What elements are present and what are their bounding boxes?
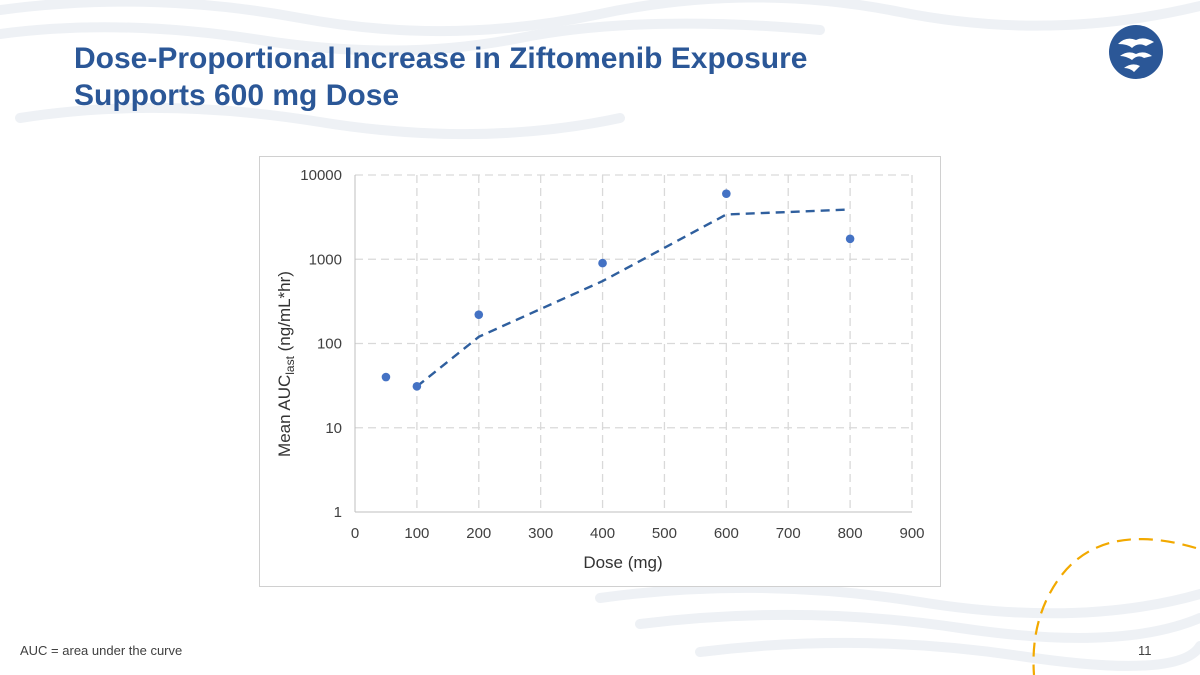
accent-arc xyxy=(1032,538,1197,675)
x-tick-label: 800 xyxy=(838,525,863,542)
x-tick-label: 300 xyxy=(528,525,553,542)
y-tick-label: 10 xyxy=(325,420,342,437)
y-tick-labels: 1 10 100 1000 10000 xyxy=(300,167,342,521)
x-tick-label: 400 xyxy=(590,525,615,542)
x-tick-label: 500 xyxy=(652,525,677,542)
x-tick-label: 100 xyxy=(404,525,429,542)
data-point xyxy=(722,189,731,198)
data-point xyxy=(381,372,391,382)
y-axis-label-main: Mean AUC xyxy=(275,375,294,457)
x-tick-label: 200 xyxy=(466,525,491,542)
y-tick-label: 100 xyxy=(317,336,342,353)
data-point xyxy=(598,258,607,268)
footnote: AUC = area under the curve xyxy=(20,643,183,658)
trendline xyxy=(416,208,851,388)
y-axis-label: Mean AUClast (ng/mL*hr) xyxy=(275,271,297,457)
x-tick-label: 600 xyxy=(714,525,739,542)
x-tick-label: 0 xyxy=(351,525,359,542)
trendline-group xyxy=(416,208,851,388)
data-point xyxy=(474,310,484,319)
y-axis-label-suffix: (ng/mL*hr) xyxy=(275,271,294,356)
x-tick-label: 700 xyxy=(776,525,801,542)
data-points xyxy=(381,189,855,391)
y-tick-label: 1 xyxy=(334,504,342,521)
x-axis-label: Dose (mg) xyxy=(583,553,662,572)
y-axis-label-subscript: last xyxy=(283,355,297,374)
page-number: 11 xyxy=(1138,643,1152,658)
y-tick-label: 1000 xyxy=(309,251,342,268)
slide-title: Dose-Proportional Increase in Ziftomenib… xyxy=(74,40,974,114)
x-tick-label: 900 xyxy=(899,525,924,542)
x-tick-labels: 0 100 200 300 400 500 600 700 800 900 xyxy=(351,525,925,542)
title-line-1: Dose-Proportional Increase in Ziftomenib… xyxy=(74,42,808,75)
data-point xyxy=(845,234,855,244)
gridlines xyxy=(354,174,913,513)
company-logo-icon xyxy=(1109,25,1163,79)
title-line-2: Supports 600 mg Dose xyxy=(74,79,400,112)
chart-frame xyxy=(259,156,941,587)
data-point xyxy=(412,382,422,391)
y-tick-label: 10000 xyxy=(300,167,342,184)
